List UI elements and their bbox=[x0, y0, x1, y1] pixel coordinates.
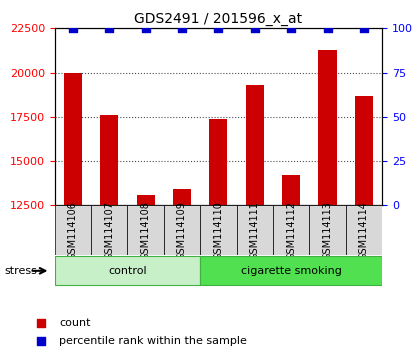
Point bbox=[361, 25, 368, 31]
Text: GSM114110: GSM114110 bbox=[213, 201, 223, 259]
Point bbox=[215, 25, 222, 31]
Bar bbox=[246, 85, 264, 354]
Bar bbox=[91, 205, 127, 255]
Text: GSM114112: GSM114112 bbox=[286, 201, 296, 259]
Bar bbox=[346, 205, 382, 255]
Bar bbox=[355, 96, 373, 354]
Text: GSM114109: GSM114109 bbox=[177, 201, 187, 259]
Bar bbox=[173, 189, 191, 354]
Point bbox=[252, 25, 258, 31]
Bar bbox=[318, 50, 337, 354]
Point bbox=[38, 338, 45, 344]
Point bbox=[106, 25, 113, 31]
Bar bbox=[273, 205, 310, 255]
Title: GDS2491 / 201596_x_at: GDS2491 / 201596_x_at bbox=[134, 12, 302, 26]
Text: control: control bbox=[108, 266, 147, 276]
Text: GSM114108: GSM114108 bbox=[141, 201, 151, 259]
Point bbox=[178, 25, 185, 31]
Text: GSM114107: GSM114107 bbox=[104, 201, 114, 259]
Text: GSM114113: GSM114113 bbox=[323, 201, 333, 259]
Bar bbox=[136, 195, 155, 354]
Text: GSM114106: GSM114106 bbox=[68, 201, 78, 259]
Bar bbox=[200, 205, 236, 255]
Bar bbox=[55, 256, 200, 285]
Bar bbox=[127, 205, 164, 255]
Bar bbox=[209, 119, 228, 354]
Point bbox=[288, 25, 294, 31]
Text: GSM114114: GSM114114 bbox=[359, 201, 369, 259]
Bar bbox=[282, 175, 300, 354]
Text: GSM114111: GSM114111 bbox=[250, 201, 260, 259]
Text: stress: stress bbox=[4, 266, 37, 276]
Bar bbox=[55, 205, 91, 255]
Point bbox=[69, 25, 76, 31]
Point bbox=[38, 320, 45, 326]
Bar bbox=[164, 205, 200, 255]
Text: count: count bbox=[60, 318, 91, 328]
Bar bbox=[236, 205, 273, 255]
Bar bbox=[100, 115, 118, 354]
Text: percentile rank within the sample: percentile rank within the sample bbox=[60, 336, 247, 346]
Bar bbox=[310, 205, 346, 255]
Point bbox=[324, 25, 331, 31]
Bar bbox=[64, 73, 82, 354]
Point bbox=[142, 25, 149, 31]
Text: cigarette smoking: cigarette smoking bbox=[241, 266, 341, 276]
Bar bbox=[200, 256, 382, 285]
